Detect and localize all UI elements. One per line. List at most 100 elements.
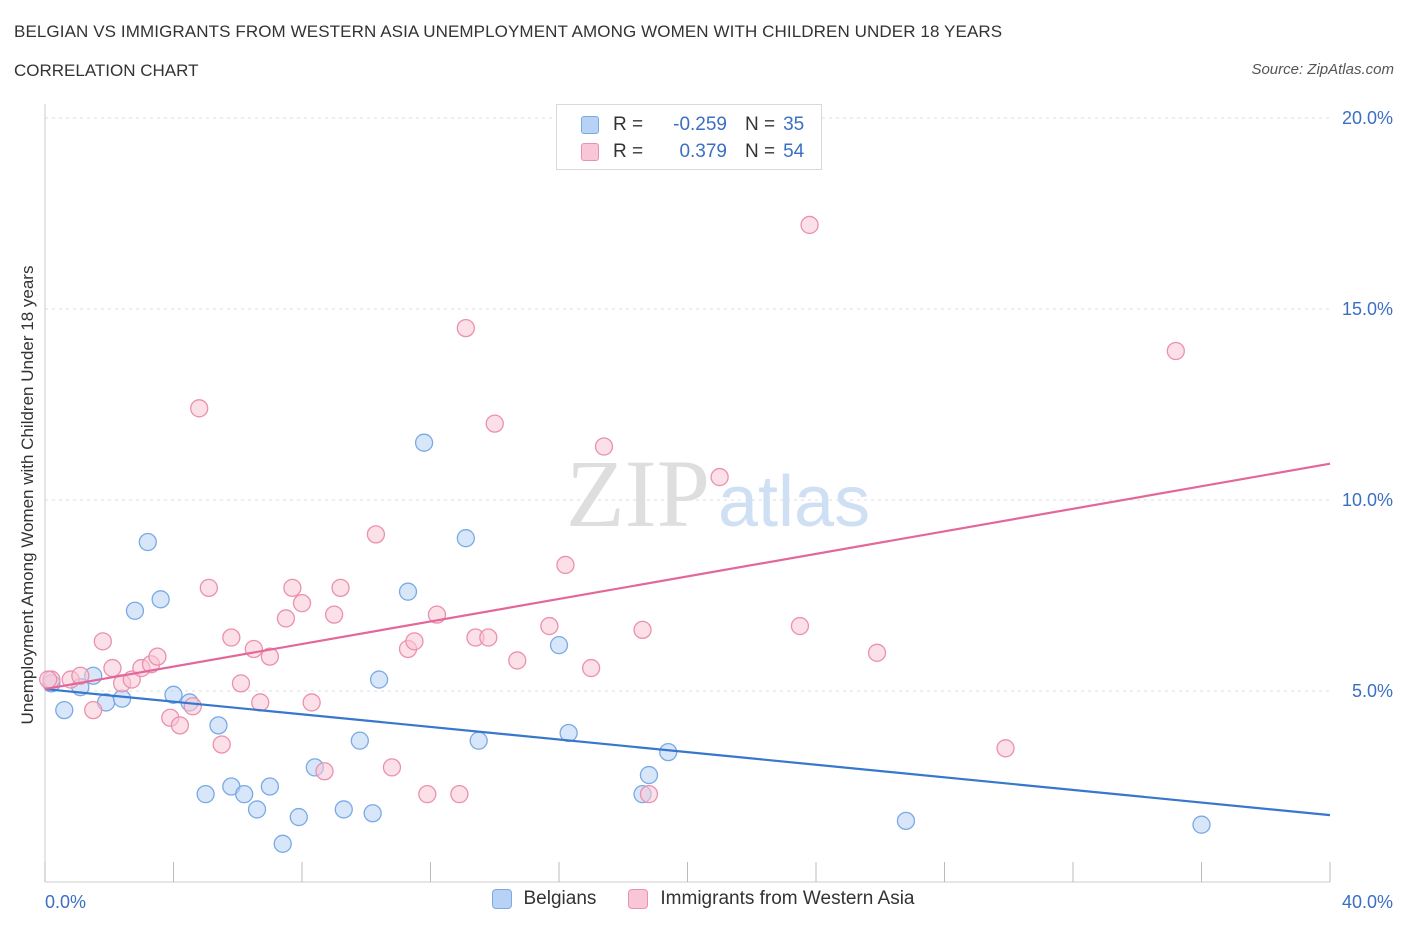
immigrants-point <box>405 632 424 651</box>
series-legend: Belgians Immigrants from Western Asia <box>0 888 1406 910</box>
immigrants-point <box>1166 341 1185 361</box>
immigrants-point <box>790 616 810 636</box>
chart-title: BELGIAN VS IMMIGRANTS FROM WESTERN ASIA … <box>14 22 1003 41</box>
immigrants-point <box>639 784 659 804</box>
legend-r-value: 0.379 <box>679 141 727 162</box>
immigrants-swatch <box>581 143 599 161</box>
watermark: ZIP atlas <box>566 440 870 547</box>
legend-n-value: 54 <box>783 141 805 162</box>
belgians-point <box>469 731 488 750</box>
immigrants-point <box>199 578 218 598</box>
immigrants-point <box>148 647 167 666</box>
immigrants-point <box>594 437 614 456</box>
legend-item-immigrants[interactable]: Immigrants from Western Asia <box>628 888 915 910</box>
legend-row-belgians: R = -0.259 N = 35 <box>581 113 804 137</box>
belgians-swatch <box>581 116 599 134</box>
immigrants-point <box>450 784 469 804</box>
immigrants-point <box>292 593 312 613</box>
belgians-point <box>549 636 569 655</box>
legend-item-belgians[interactable]: Belgians <box>491 888 597 910</box>
immigrants-point <box>315 762 334 781</box>
immigrants-point <box>800 215 819 235</box>
belgians-point <box>1192 815 1211 834</box>
immigrants-point <box>170 716 190 735</box>
belgians-point <box>112 689 132 708</box>
immigrants-swatch <box>628 889 649 909</box>
immigrants-point <box>212 735 231 754</box>
immigrants-point <box>231 674 251 693</box>
belgians-point <box>273 834 292 853</box>
legend-r-label: R = <box>613 141 644 162</box>
legend-row-immigrants: R = 0.379 N = 54 <box>581 140 804 164</box>
source-label: Source: ZipAtlas.com <box>1251 61 1394 78</box>
immigrants-point <box>867 643 887 662</box>
immigrants-point <box>556 555 575 575</box>
immigrants-point <box>302 693 321 712</box>
belgians-point <box>398 582 418 601</box>
watermark-zip: ZIP <box>566 440 710 547</box>
immigrants-point <box>251 693 270 712</box>
y-tick-label: 5.0% <box>1352 681 1393 701</box>
immigrants-point <box>222 628 241 647</box>
y-tick-label: 10.0% <box>1342 490 1393 510</box>
belgians-point <box>151 590 170 609</box>
belgians-point <box>164 685 183 704</box>
immigrants-point <box>244 639 263 659</box>
immigrants-trend-line <box>44 462 1331 691</box>
immigrants-point <box>183 697 202 716</box>
immigrants-point <box>581 658 601 678</box>
immigrants-point <box>71 666 90 685</box>
belgians-point <box>896 811 916 831</box>
chart-subtitle: CORRELATION CHART <box>14 61 199 80</box>
belgians-trend-line <box>44 687 1331 817</box>
immigrants-point <box>39 670 58 689</box>
belgians-point <box>55 700 74 720</box>
legend-n-label: N = <box>745 141 776 162</box>
belgians-point <box>414 433 434 452</box>
legend-label-immigrants: Immigrants from Western Asia <box>660 888 915 909</box>
belgians-point <box>247 800 267 819</box>
legend-r-label: R = <box>613 114 644 135</box>
belgians-point <box>659 742 678 762</box>
immigrants-point <box>540 616 559 636</box>
immigrants-point <box>366 525 386 544</box>
belgians-point <box>369 670 389 689</box>
belgians-point <box>289 807 308 827</box>
belgians-point <box>260 777 280 796</box>
immigrants-point <box>382 758 402 777</box>
immigrants-point <box>456 318 475 338</box>
y-axis-title: Unemployment Among Women with Children U… <box>18 266 37 725</box>
trend-lines <box>44 462 1331 817</box>
immigrants-point <box>331 578 350 598</box>
x-tick-label: 40.0% <box>1342 892 1393 912</box>
belgians-point <box>334 800 353 819</box>
immigrants-point <box>103 658 122 678</box>
belgians-point <box>196 784 215 804</box>
immigrants-point <box>508 651 527 670</box>
immigrants-point <box>276 609 296 628</box>
belgians-point <box>456 529 475 548</box>
x-tick-label: 0.0% <box>45 892 86 912</box>
axis-labels: Unemployment Among Women with Children U… <box>18 108 1393 912</box>
belgians-point <box>209 716 228 735</box>
immigrants-point <box>84 700 103 720</box>
correlation-legend: R = -0.259 N = 35 R = 0.379 N = 54 <box>556 104 822 170</box>
belgians-point <box>639 765 659 785</box>
belgians-point <box>235 784 254 804</box>
belgians-point <box>138 532 157 552</box>
immigrants-point <box>283 578 302 598</box>
legend-r-value: -0.259 <box>673 114 727 135</box>
y-tick-label: 20.0% <box>1342 108 1393 128</box>
grid-lines <box>45 117 1330 692</box>
belgians-point <box>125 601 145 620</box>
immigrants-point <box>324 605 344 624</box>
watermark-atlas: atlas <box>718 462 870 542</box>
belgians-swatch <box>491 889 512 909</box>
immigrants-point <box>93 632 112 651</box>
immigrants-point <box>633 620 652 640</box>
data-points <box>39 215 1211 853</box>
immigrants-point <box>260 647 280 666</box>
belgians-point <box>363 804 382 823</box>
legend-label-belgians: Belgians <box>523 888 597 909</box>
